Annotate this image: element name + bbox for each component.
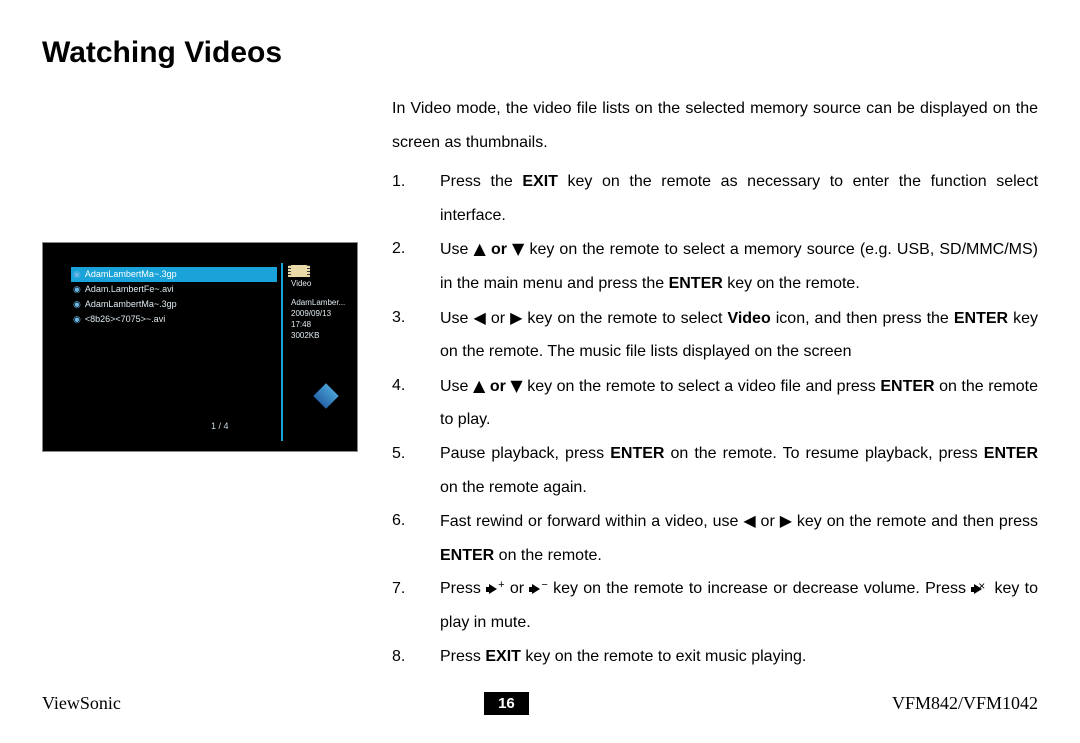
right-arrow-icon: ▶ bbox=[780, 504, 792, 538]
file-name: <8b26><7075>~.avi bbox=[85, 314, 165, 324]
step-5: Pause playback, press ENTER on the remot… bbox=[392, 437, 1038, 504]
panel-label: Video bbox=[291, 278, 345, 289]
file-row: ◉AdamLambertMa~.3gp bbox=[71, 267, 277, 282]
panel-divider bbox=[281, 263, 283, 441]
step-6: Fast rewind or forward within a video, u… bbox=[392, 504, 1038, 572]
page-footer: ViewSonic 16 VFM842/VFM1042 bbox=[42, 692, 1038, 715]
volume-down-icon bbox=[529, 580, 547, 597]
left-arrow-icon: ◀ bbox=[743, 504, 755, 538]
footer-page-number: 16 bbox=[484, 692, 529, 715]
footer-brand: ViewSonic bbox=[42, 693, 121, 714]
step-1: Press the EXIT key on the remote as nece… bbox=[392, 165, 1038, 232]
step-7: Press or key on the remote to increase o… bbox=[392, 572, 1038, 639]
file-name: AdamLambertMa~.3gp bbox=[85, 269, 177, 279]
step-2: Use ▲ or ▼ key on the remote to select a… bbox=[392, 232, 1038, 300]
step-4: Use ▲ or ▼ key on the remote to select a… bbox=[392, 369, 1038, 437]
file-row: ◉AdamLambertMa~.3gp bbox=[73, 297, 277, 312]
step-3: Use ◀ or ▶ key on the remote to select V… bbox=[392, 301, 1038, 369]
intro-text: In Video mode, the video file lists on t… bbox=[392, 92, 1038, 159]
step-8: Press EXIT key on the remote to exit mus… bbox=[392, 640, 1038, 674]
down-arrow-icon: ▼ bbox=[512, 232, 524, 266]
clapperboard-icon bbox=[291, 265, 307, 277]
instruction-list: Press the EXIT key on the remote as nece… bbox=[392, 165, 1038, 673]
info-time: 17:48 bbox=[291, 319, 345, 330]
file-name: Adam.LambertFe~.avi bbox=[85, 284, 174, 294]
up-arrow-icon: ▲ bbox=[473, 369, 485, 403]
file-row: ◉<8b26><7075>~.avi bbox=[73, 312, 277, 327]
right-arrow-icon: ▶ bbox=[510, 301, 522, 335]
volume-up-icon bbox=[486, 580, 504, 597]
video-diamond-icon bbox=[313, 383, 338, 408]
section-title: Watching Videos bbox=[42, 36, 1038, 70]
mute-icon bbox=[971, 580, 989, 597]
up-arrow-icon: ▲ bbox=[474, 232, 486, 266]
left-arrow-icon: ◀ bbox=[473, 301, 485, 335]
footer-model: VFM842/VFM1042 bbox=[892, 693, 1038, 714]
info-date: 2009/09/13 bbox=[291, 308, 345, 319]
file-row: ◉Adam.LambertFe~.avi bbox=[73, 282, 277, 297]
device-screenshot: ◉AdamLambertMa~.3gp ◉Adam.LambertFe~.avi… bbox=[42, 242, 358, 452]
file-name: AdamLambertMa~.3gp bbox=[85, 299, 177, 309]
info-size: 3002KB bbox=[291, 330, 345, 341]
down-arrow-icon: ▼ bbox=[510, 369, 522, 403]
info-name: AdamLamber... bbox=[291, 297, 345, 308]
page-counter: 1 / 4 bbox=[211, 421, 229, 431]
